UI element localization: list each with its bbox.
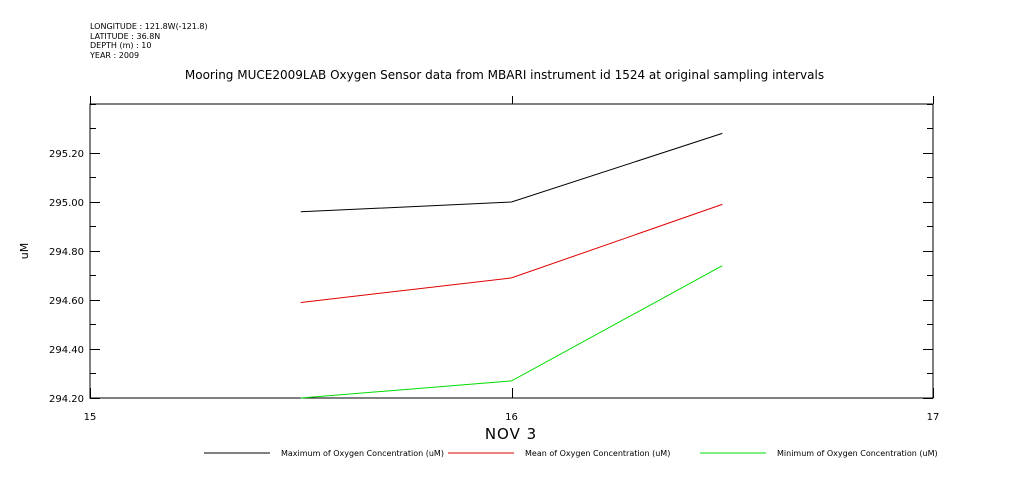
y-tick-label: 294.40: [49, 345, 84, 356]
y-axis-title: uM: [18, 243, 31, 259]
metadata-block: LONGITUDE : 121.8W(-121.8) LATITUDE : 36…: [90, 22, 208, 60]
x-tick-label: 17: [927, 412, 940, 423]
y-tick-label: 295.20: [49, 149, 84, 160]
latitude-text: LATITUDE : 36.8N: [90, 31, 161, 41]
y-tick-label: 294.60: [49, 296, 84, 307]
chart-title: Mooring MUCE2009LAB Oxygen Sensor data f…: [184, 68, 825, 82]
x-tick-label: 15: [84, 412, 97, 423]
y-tick-label: 294.20: [49, 394, 84, 405]
longitude-text: LONGITUDE : 121.8W(-121.8): [90, 22, 208, 31]
legend-label-3: Minimum of Oxygen Concentration (uM): [777, 449, 938, 458]
plot-frame: [89, 103, 934, 399]
year-text: YEAR : 2009: [90, 50, 140, 60]
legend-label-1: Maximum of Oxygen Concentration (uM): [281, 449, 444, 458]
series-line-1: [300, 132, 723, 213]
legend-label-2: Mean of Oxygen Concentration (uM): [525, 449, 670, 458]
series-line-2: [300, 203, 723, 303]
x-axis-title: NOV 3: [485, 425, 537, 443]
series-line-3: [300, 265, 723, 399]
y-tick-label: 295.00: [49, 198, 84, 209]
depth-text: DEPTH (m) : 10: [90, 41, 152, 50]
y-tick-label: 294.80: [49, 247, 84, 258]
x-tick-label: 16: [505, 412, 518, 423]
